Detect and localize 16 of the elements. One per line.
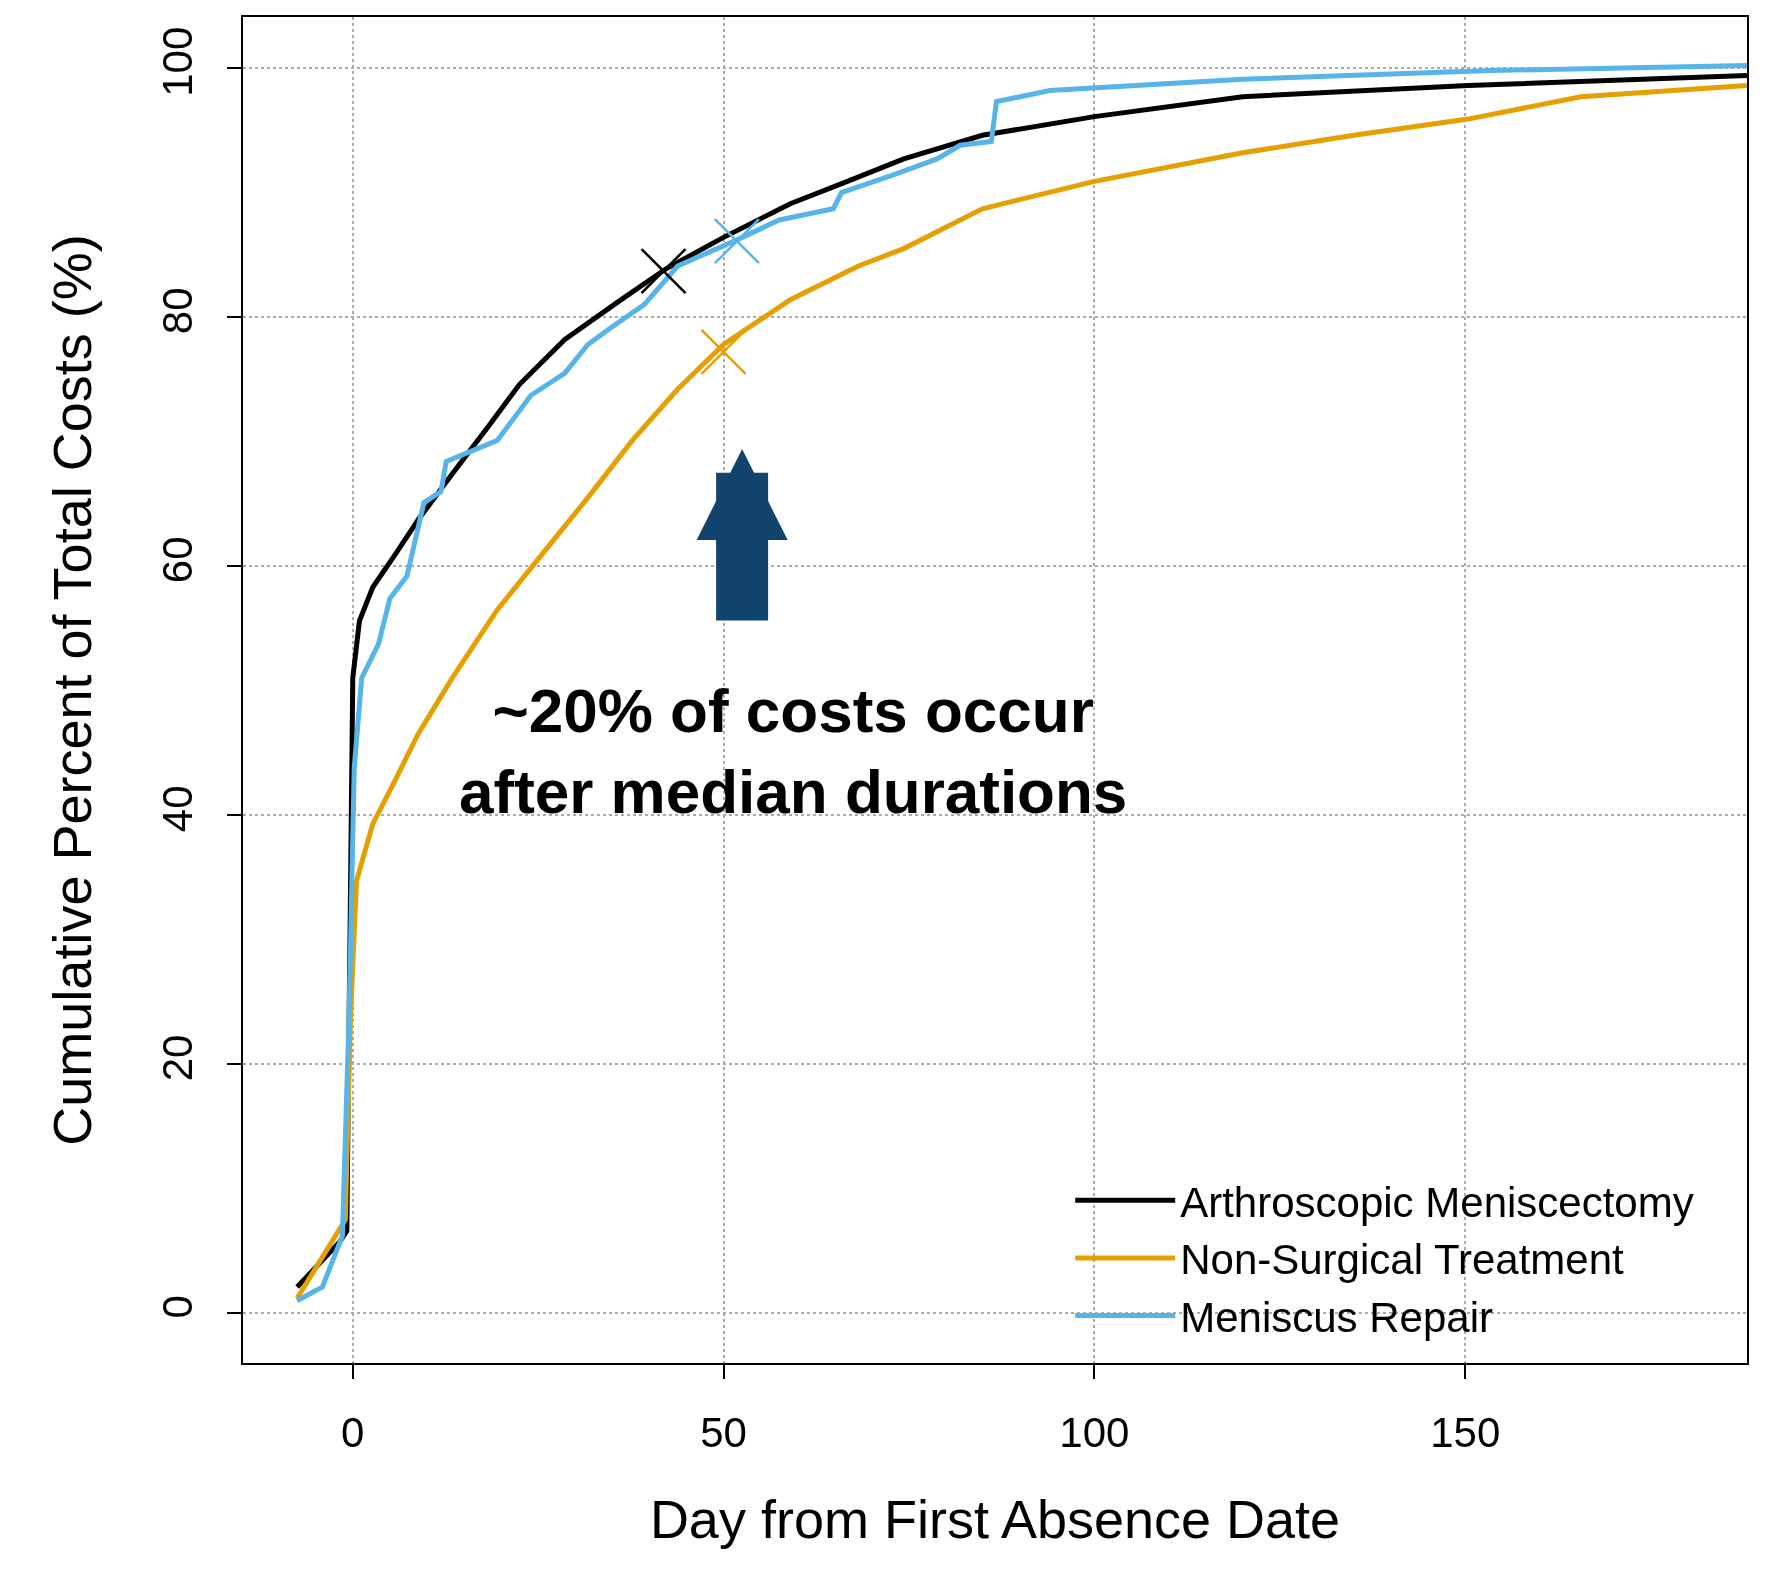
- x-tick-label: 0: [341, 1409, 365, 1457]
- legend-label: Non-Surgical Treatment: [1180, 1236, 1625, 1284]
- x-tick-label: 150: [1430, 1409, 1501, 1457]
- y-tick-label: 0: [154, 1295, 202, 1319]
- y-tick-label: 20: [154, 1034, 202, 1082]
- legend-label: Arthroscopic Meniscectomy: [1180, 1178, 1694, 1226]
- annotation: ~20% of costs occur after median durations: [459, 676, 1128, 826]
- legend-label: Meniscus Repair: [1180, 1293, 1493, 1341]
- y-tick-label: 80: [154, 287, 202, 335]
- x-tick-label: 100: [1059, 1409, 1130, 1457]
- y-tick-label: 100: [154, 26, 202, 97]
- y-axis-title: Cumulative Percent of Total Costs (%): [42, 234, 103, 1146]
- y-tick-label: 60: [154, 536, 202, 584]
- x-axis-title: Day from First Absence Date: [649, 1489, 1341, 1550]
- y-tick-label: 40: [154, 785, 202, 833]
- x-tick-label: 50: [700, 1409, 747, 1457]
